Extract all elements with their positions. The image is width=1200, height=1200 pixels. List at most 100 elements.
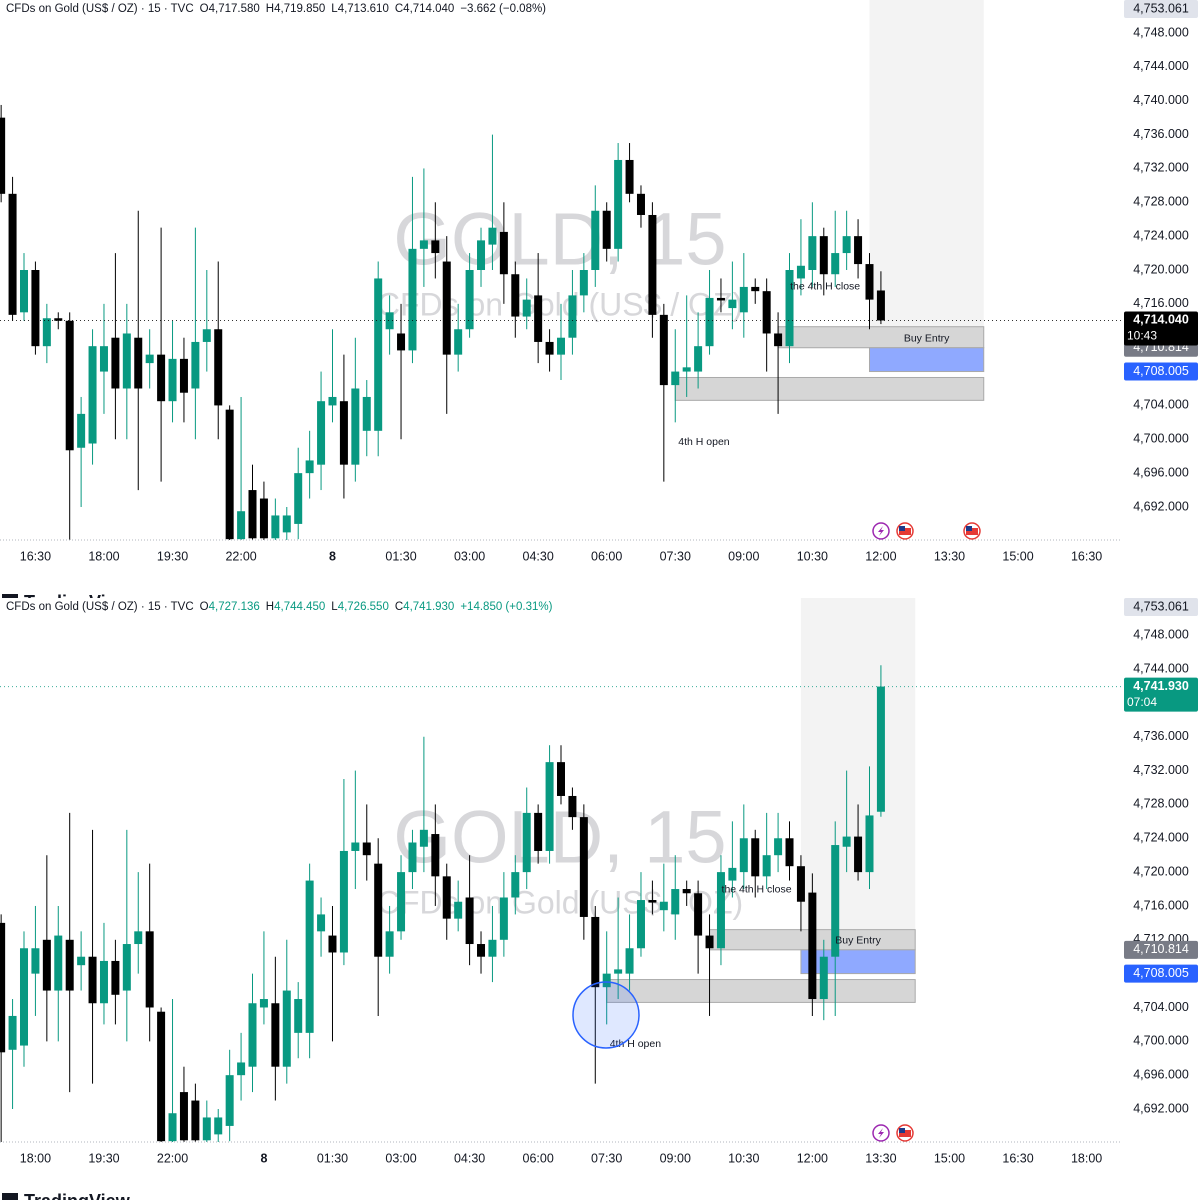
- candle-body: [305, 880, 314, 1033]
- candle-body: [282, 990, 291, 1067]
- candle-body: [42, 318, 51, 347]
- legend-header: CFDs on Gold (US$ / OZ) · 15 · TVC O4,727…: [6, 601, 553, 613]
- candle-body: [408, 842, 417, 873]
- brand-logo: TradingView: [2, 592, 131, 598]
- candle-body: [168, 358, 177, 402]
- candle-body: [579, 817, 588, 917]
- y-tick-label: 4,696.000: [1133, 1067, 1189, 1081]
- candle-body: [545, 762, 554, 851]
- event-icon-bolt: [878, 526, 884, 536]
- candle-body: [237, 511, 246, 540]
- candle-body: [0, 117, 6, 194]
- candle-body: [397, 872, 406, 932]
- y-tick-label: 4,732.000: [1133, 161, 1189, 175]
- x-tick-label: 22:00: [157, 1151, 188, 1165]
- y-tick-label: 4,720.000: [1133, 864, 1189, 878]
- zone-label: 4th H open: [678, 436, 730, 448]
- y-tick-label: 4,724.000: [1133, 831, 1189, 845]
- candle-body: [602, 210, 611, 249]
- x-tick-label: 01:30: [385, 549, 416, 563]
- y-tick-label: 4,716.000: [1133, 296, 1189, 310]
- ohlc-letter: O: [200, 3, 209, 15]
- last-price-label: 4,741.930: [1133, 679, 1189, 693]
- candle-body: [397, 333, 406, 351]
- price-label-box: [1124, 964, 1198, 983]
- candle-body: [728, 867, 737, 881]
- candle-body: [819, 236, 828, 275]
- candle-body: [54, 318, 63, 321]
- y-tick-label: 4,716.000: [1133, 898, 1189, 912]
- candle-body: [659, 901, 668, 911]
- candle-body: [191, 341, 200, 389]
- candle-body: [762, 855, 771, 877]
- x-tick-label: 10:30: [728, 1151, 759, 1165]
- candle-body: [282, 515, 291, 533]
- candle-body: [682, 889, 691, 894]
- event-flag-stripes: [899, 1130, 911, 1137]
- candle-body: [785, 838, 794, 867]
- candle-body: [522, 299, 531, 317]
- candle-body: [259, 498, 268, 539]
- watermark-subtitle: CFDs on Gold (US$ / OZ): [377, 286, 743, 322]
- candle-body: [351, 842, 360, 851]
- y-tick-label: 4,740.000: [1133, 93, 1189, 107]
- candle-body: [42, 939, 51, 991]
- candle-body: [831, 253, 840, 275]
- candle-body: [328, 396, 337, 406]
- candle-body: [591, 210, 600, 270]
- candle-body: [237, 1062, 246, 1076]
- candle-body: [522, 812, 531, 873]
- zone: [777, 326, 985, 349]
- price-label: 4,753.061: [1133, 599, 1189, 613]
- overlay: 4,753.061 4,710.814 4,708.005 4,714.040 10:4…: [572, 0, 1198, 1049]
- candle-body: [99, 960, 108, 1004]
- candle-body: [248, 490, 257, 539]
- ohlc-value: 4,744.450: [274, 601, 325, 613]
- ohlc-value: 4,727.136: [209, 601, 260, 613]
- zone-label: 4th H open: [610, 1038, 662, 1050]
- candle-body: [157, 354, 166, 402]
- candle-body: [202, 329, 211, 342]
- last-price-box: [1124, 311, 1198, 346]
- zone: [674, 376, 985, 401]
- candle-body: [477, 240, 486, 270]
- candle-body: [705, 935, 714, 949]
- x-tick-label: 07:30: [591, 1151, 622, 1165]
- ohlc-value: 4,726.550: [338, 601, 389, 613]
- event-icon-bolt: [878, 1128, 884, 1138]
- countdown: 10:43: [1127, 329, 1157, 343]
- candle-body: [671, 371, 680, 386]
- candle-body: [225, 409, 234, 540]
- x-tick-label: 15:00: [1002, 549, 1033, 563]
- candle-body: [65, 320, 74, 451]
- price-label-box: [1124, 598, 1198, 616]
- candle-body: [362, 396, 371, 431]
- y-tick-label: 4,704.000: [1133, 1000, 1189, 1014]
- ohlc-value: 4,714.040: [403, 3, 454, 15]
- candle-body: [111, 960, 120, 995]
- candle-body: [19, 270, 28, 313]
- candle-body: [442, 261, 451, 355]
- candle-body: [819, 956, 828, 1000]
- candle-body: [579, 270, 588, 296]
- candle-body: [465, 897, 474, 945]
- event-flag-stripes: [966, 528, 978, 535]
- candle-body: [54, 935, 63, 991]
- candle-body: [636, 900, 645, 949]
- candle-body: [854, 836, 863, 873]
- candle-body: [408, 248, 417, 351]
- candle-body: [477, 944, 486, 957]
- y-tick-label: 4,692.000: [1133, 499, 1189, 513]
- candle-body: [31, 270, 40, 347]
- candle-body: [739, 838, 748, 873]
- candle-body: [796, 866, 805, 902]
- brand-name: TradingView: [24, 1191, 131, 1200]
- candle-body: [831, 845, 840, 957]
- candle-body: [8, 193, 17, 315]
- x-tick-label: 07:30: [660, 549, 691, 563]
- candle-body: [705, 297, 714, 347]
- candle-body: [271, 515, 280, 539]
- y-tick-label: 4,700.000: [1133, 432, 1189, 446]
- candle-body: [751, 286, 760, 292]
